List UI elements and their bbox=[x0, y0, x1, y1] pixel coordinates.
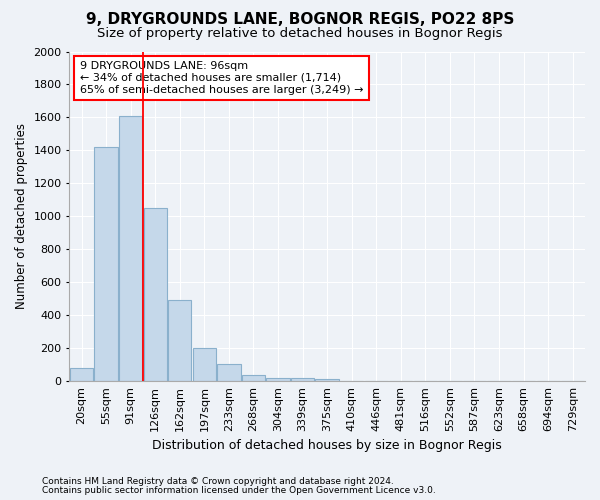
Bar bbox=[143, 208, 167, 381]
Text: Contains public sector information licensed under the Open Government Licence v3: Contains public sector information licen… bbox=[42, 486, 436, 495]
Text: Contains HM Land Registry data © Crown copyright and database right 2024.: Contains HM Land Registry data © Crown c… bbox=[42, 477, 394, 486]
Bar bbox=[217, 364, 241, 381]
Bar bbox=[70, 368, 93, 381]
Bar bbox=[193, 348, 216, 381]
Y-axis label: Number of detached properties: Number of detached properties bbox=[15, 124, 28, 310]
Bar bbox=[266, 378, 290, 381]
Bar bbox=[291, 378, 314, 381]
Bar bbox=[168, 300, 191, 381]
Text: Size of property relative to detached houses in Bognor Regis: Size of property relative to detached ho… bbox=[97, 28, 503, 40]
Text: 9 DRYGROUNDS LANE: 96sqm
← 34% of detached houses are smaller (1,714)
65% of sem: 9 DRYGROUNDS LANE: 96sqm ← 34% of detach… bbox=[80, 62, 363, 94]
Bar bbox=[316, 378, 339, 381]
Bar bbox=[119, 116, 142, 381]
Bar bbox=[242, 374, 265, 381]
Text: 9, DRYGROUNDS LANE, BOGNOR REGIS, PO22 8PS: 9, DRYGROUNDS LANE, BOGNOR REGIS, PO22 8… bbox=[86, 12, 514, 28]
X-axis label: Distribution of detached houses by size in Bognor Regis: Distribution of detached houses by size … bbox=[152, 440, 502, 452]
Bar bbox=[94, 147, 118, 381]
